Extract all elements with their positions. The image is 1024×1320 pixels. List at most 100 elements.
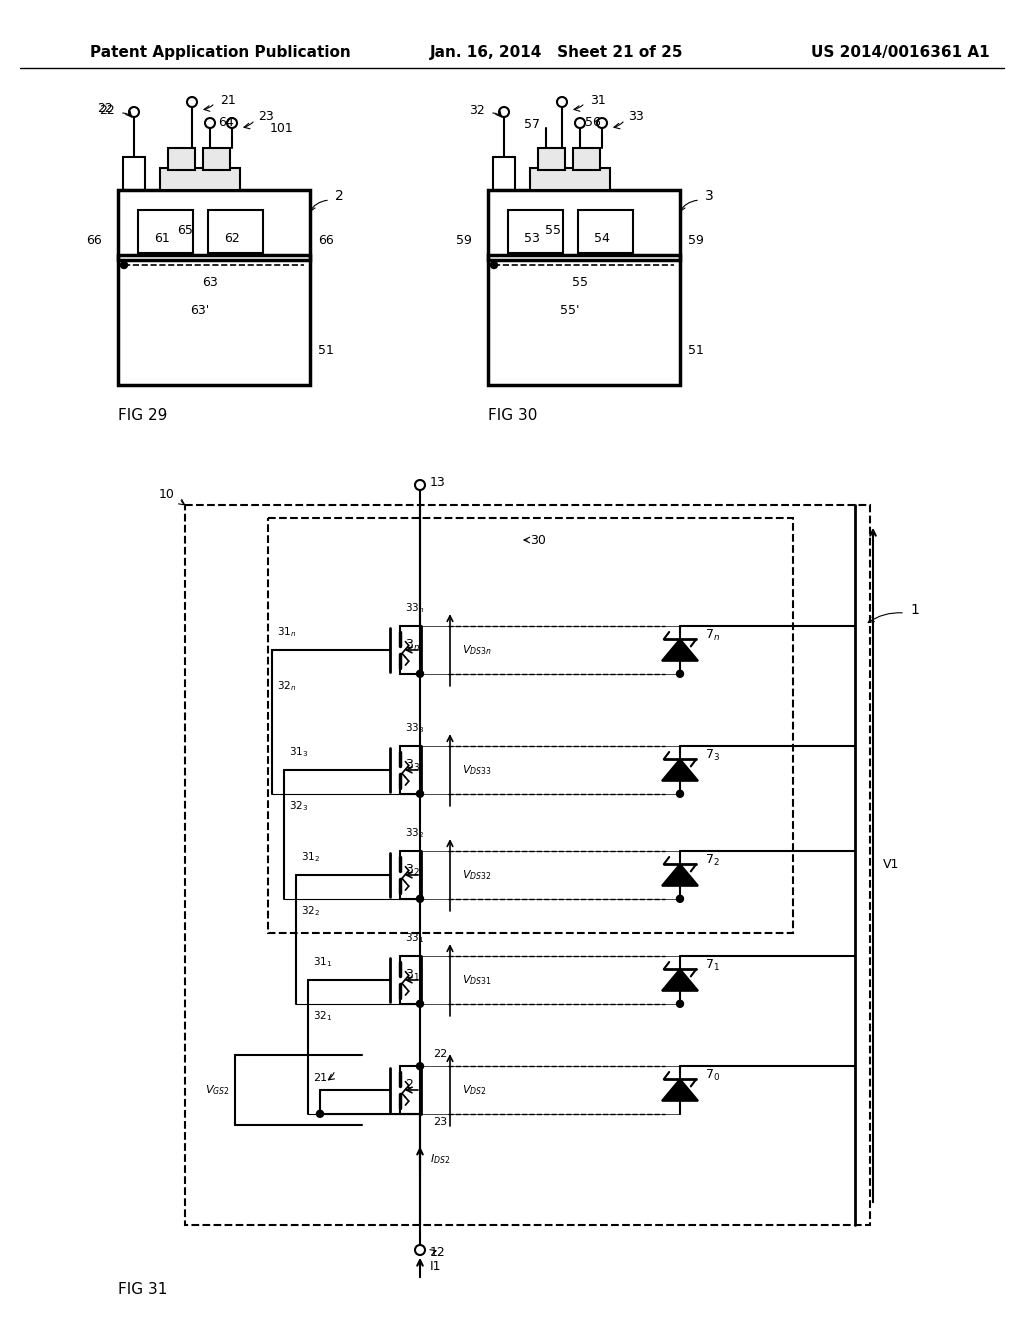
Text: 59: 59 xyxy=(688,234,703,247)
Circle shape xyxy=(417,1063,424,1069)
Text: 56: 56 xyxy=(585,116,601,128)
Text: 10: 10 xyxy=(159,488,175,502)
Polygon shape xyxy=(662,639,698,661)
Text: 65: 65 xyxy=(177,223,193,236)
Text: 51: 51 xyxy=(318,343,334,356)
Bar xyxy=(493,157,515,190)
Polygon shape xyxy=(662,969,698,991)
Circle shape xyxy=(417,671,424,677)
Text: $V_{DS31}$: $V_{DS31}$ xyxy=(462,973,492,987)
Text: $33_n$: $33_n$ xyxy=(406,602,424,615)
Bar xyxy=(118,255,310,385)
Text: 3: 3 xyxy=(705,189,714,203)
Text: Patent Application Publication: Patent Application Publication xyxy=(90,45,351,59)
Text: 21: 21 xyxy=(313,1073,327,1082)
Text: 53: 53 xyxy=(524,231,540,244)
Text: V1: V1 xyxy=(883,858,899,871)
Bar xyxy=(138,210,193,253)
Text: $7_3$: $7_3$ xyxy=(705,747,720,763)
Bar xyxy=(185,506,870,1225)
Text: $3_1$: $3_1$ xyxy=(406,968,420,982)
Circle shape xyxy=(316,1110,324,1117)
Text: 32: 32 xyxy=(469,103,485,116)
Text: $7_n$: $7_n$ xyxy=(705,627,720,643)
Bar xyxy=(208,210,263,253)
Text: 51: 51 xyxy=(688,343,703,356)
Circle shape xyxy=(417,1001,424,1007)
Text: $I_{DS2}$: $I_{DS2}$ xyxy=(430,1152,451,1166)
Circle shape xyxy=(677,1001,683,1007)
Text: 31: 31 xyxy=(590,94,606,107)
Polygon shape xyxy=(662,759,698,781)
Text: 2: 2 xyxy=(335,189,344,203)
Circle shape xyxy=(417,895,424,903)
Text: $31_n$: $31_n$ xyxy=(278,626,296,639)
Polygon shape xyxy=(662,865,698,886)
Bar xyxy=(530,168,610,190)
Text: 21: 21 xyxy=(220,94,236,107)
Text: 101: 101 xyxy=(270,121,294,135)
Bar xyxy=(123,157,145,190)
Text: 61: 61 xyxy=(155,231,170,244)
Text: $7_2$: $7_2$ xyxy=(705,853,720,867)
Text: 54: 54 xyxy=(594,231,610,244)
Text: 13: 13 xyxy=(430,475,445,488)
Bar xyxy=(578,210,633,253)
Text: $3_3$: $3_3$ xyxy=(406,758,420,772)
Circle shape xyxy=(677,791,683,797)
Text: $31_3$: $31_3$ xyxy=(289,744,308,759)
Text: $33_1$: $33_1$ xyxy=(406,932,424,945)
Text: FIG 30: FIG 30 xyxy=(488,408,538,422)
Text: $V_{GS2}$: $V_{GS2}$ xyxy=(205,1084,230,1097)
Text: I1: I1 xyxy=(430,1261,441,1274)
Text: 33: 33 xyxy=(628,111,644,124)
Text: 64: 64 xyxy=(218,116,233,128)
Text: 22: 22 xyxy=(433,1049,447,1059)
Text: $32_1$: $32_1$ xyxy=(313,1008,333,1023)
Text: 22: 22 xyxy=(97,102,113,115)
Bar xyxy=(160,168,240,190)
Circle shape xyxy=(490,261,498,268)
Text: 2: 2 xyxy=(406,1078,413,1092)
Bar xyxy=(168,148,195,170)
Text: $V_{DS3n}$: $V_{DS3n}$ xyxy=(462,643,492,657)
Circle shape xyxy=(677,895,683,903)
Text: $7_1$: $7_1$ xyxy=(705,957,720,973)
Text: 59: 59 xyxy=(456,234,472,247)
Text: 63: 63 xyxy=(202,276,218,289)
Text: $32_n$: $32_n$ xyxy=(278,678,296,693)
Bar xyxy=(118,190,310,260)
Text: 63': 63' xyxy=(190,304,210,317)
Bar xyxy=(508,210,563,253)
Text: 23: 23 xyxy=(433,1117,446,1127)
Text: 22: 22 xyxy=(99,103,115,116)
Text: $3_2$: $3_2$ xyxy=(406,862,420,878)
Text: $32_2$: $32_2$ xyxy=(301,904,321,917)
Bar xyxy=(203,148,230,170)
Text: FIG 31: FIG 31 xyxy=(118,1283,167,1298)
Bar xyxy=(538,148,565,170)
Text: $33_3$: $33_3$ xyxy=(406,721,424,735)
Text: 12: 12 xyxy=(430,1246,445,1259)
Text: $31_1$: $31_1$ xyxy=(313,956,333,969)
Bar xyxy=(488,190,680,260)
Bar xyxy=(573,148,600,170)
Circle shape xyxy=(121,261,128,268)
Text: 1: 1 xyxy=(910,603,919,616)
Text: Jan. 16, 2014   Sheet 21 of 25: Jan. 16, 2014 Sheet 21 of 25 xyxy=(430,45,683,59)
Polygon shape xyxy=(662,1080,698,1101)
Text: 62: 62 xyxy=(224,231,240,244)
Text: $33_2$: $33_2$ xyxy=(406,826,424,840)
Text: $3_n$: $3_n$ xyxy=(406,638,420,652)
Text: $V_{DS32}$: $V_{DS32}$ xyxy=(462,869,492,882)
Bar xyxy=(268,517,793,933)
Text: 55': 55' xyxy=(560,304,580,317)
Bar xyxy=(488,255,680,385)
Text: US 2014/0016361 A1: US 2014/0016361 A1 xyxy=(811,45,990,59)
Text: 23: 23 xyxy=(258,111,273,124)
Text: $7_0$: $7_0$ xyxy=(705,1068,720,1082)
Text: 30: 30 xyxy=(530,533,546,546)
Circle shape xyxy=(677,671,683,677)
Text: 55': 55' xyxy=(545,223,565,236)
Text: $V_{DS2}$: $V_{DS2}$ xyxy=(462,1084,486,1097)
